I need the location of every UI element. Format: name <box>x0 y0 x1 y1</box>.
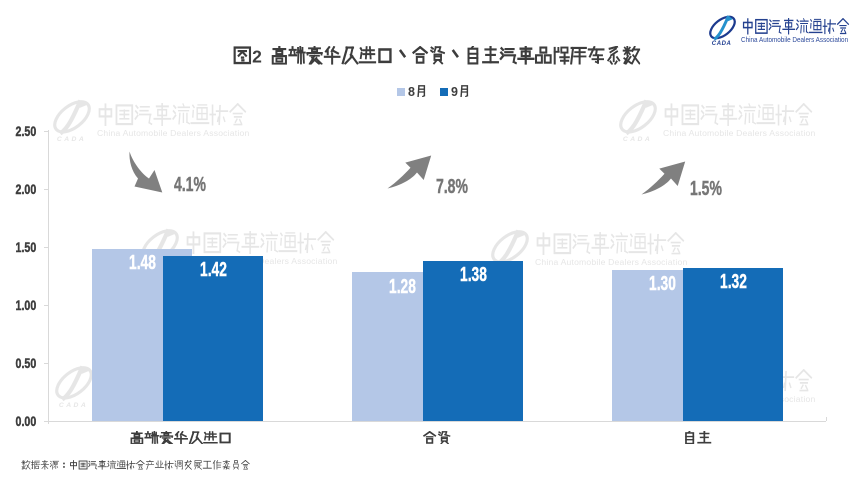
svg-text:CADA: CADA <box>712 41 731 46</box>
svg-text:CADA: CADA <box>57 136 84 143</box>
svg-text:CADA: CADA <box>59 402 86 409</box>
svg-text:CADA: CADA <box>623 136 650 143</box>
